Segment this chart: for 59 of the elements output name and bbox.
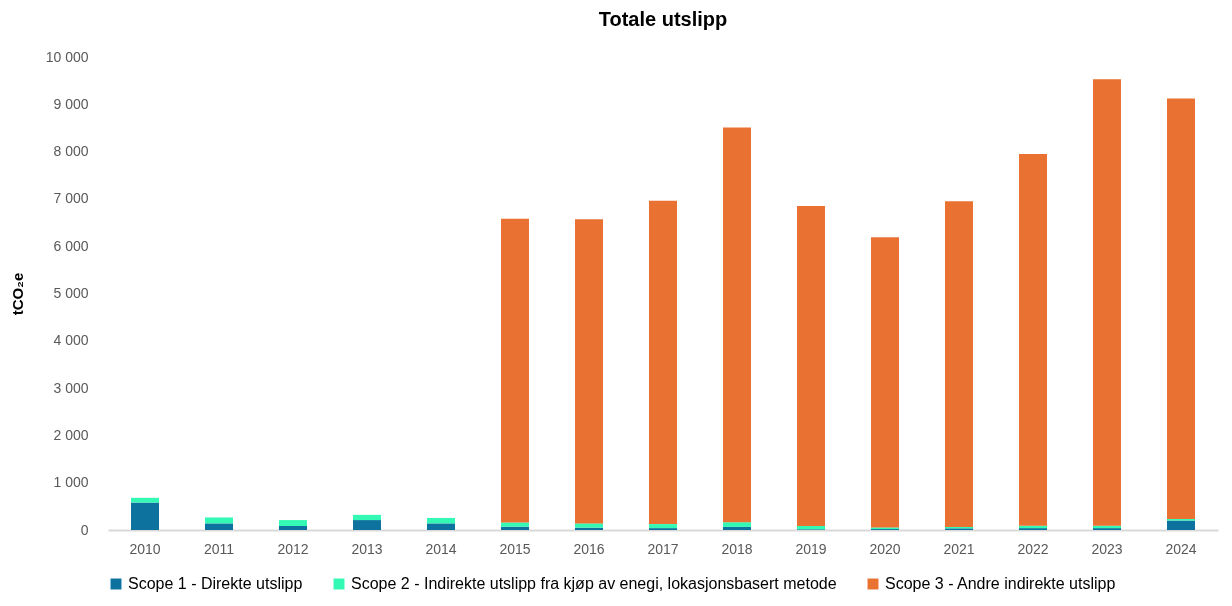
y-tick-label: 10 000 xyxy=(45,48,89,65)
y-tick-label: 4 000 xyxy=(53,332,89,349)
x-tick-label: 2015 xyxy=(499,540,531,557)
bar xyxy=(353,520,381,530)
y-tick-label: 3 000 xyxy=(53,379,89,396)
legend-label: Scope 2 - Indirekte utslipp fra kjøp av enegi, lokasjonsbasert metode xyxy=(351,575,837,592)
x-tick-label: 2019 xyxy=(795,540,827,557)
x-tick-label: 2013 xyxy=(351,540,383,557)
bar xyxy=(1093,79,1121,526)
legend-label: Scope 1 - Direkte utslipp xyxy=(128,575,303,592)
y-tick-label: 7 000 xyxy=(53,190,89,207)
x-tick-label: 2011 xyxy=(203,540,235,557)
bar xyxy=(501,522,529,527)
bar xyxy=(871,237,899,528)
bar xyxy=(797,525,825,530)
x-tick-label: 2021 xyxy=(943,540,975,557)
y-tick-label: 8 000 xyxy=(53,143,89,160)
bar xyxy=(575,523,603,528)
y-tick-label: 6 000 xyxy=(53,237,89,254)
bar xyxy=(1019,153,1047,526)
bar xyxy=(723,522,751,527)
bar xyxy=(279,520,307,526)
bar xyxy=(279,525,307,530)
y-tick-label: 5 000 xyxy=(53,285,89,301)
y-tick-label: 0 xyxy=(80,521,89,538)
x-tick-label: 2018 xyxy=(721,540,753,557)
bar xyxy=(501,526,529,530)
bar xyxy=(205,517,233,524)
x-tick-label: 2010 xyxy=(129,540,161,557)
bar xyxy=(131,502,159,530)
x-tick-label: 2023 xyxy=(1091,540,1123,557)
y-tick-label: 1 000 xyxy=(53,474,89,491)
bar xyxy=(427,517,455,524)
x-tick-label: 2020 xyxy=(869,540,901,557)
y-axis-title: tCO₂e xyxy=(8,272,26,316)
legend-label: Scope 3 - Andre indirekte utslipp xyxy=(885,575,1116,592)
bar xyxy=(427,523,455,530)
x-tick-label: 2017 xyxy=(647,540,679,557)
bar xyxy=(353,514,381,521)
x-tick-label: 2016 xyxy=(573,540,605,557)
bar xyxy=(1167,520,1195,530)
bar xyxy=(723,127,751,523)
bar xyxy=(501,218,529,523)
x-tick-label: 2022 xyxy=(1017,540,1049,557)
y-tick-label: 2 000 xyxy=(53,426,89,443)
x-tick-label: 2012 xyxy=(277,540,309,557)
bar xyxy=(575,219,603,524)
bar xyxy=(945,201,973,527)
x-tick-label: 2024 xyxy=(1165,540,1197,557)
bar xyxy=(649,524,677,529)
y-tick-label: 9 000 xyxy=(53,95,89,112)
x-tick-label: 2014 xyxy=(425,540,457,557)
bar xyxy=(131,497,159,503)
chart-title: Totale utslipp xyxy=(598,8,728,30)
bar xyxy=(649,200,677,525)
bar xyxy=(1167,98,1195,519)
bar xyxy=(205,523,233,530)
bar xyxy=(723,526,751,530)
bar xyxy=(797,205,825,526)
